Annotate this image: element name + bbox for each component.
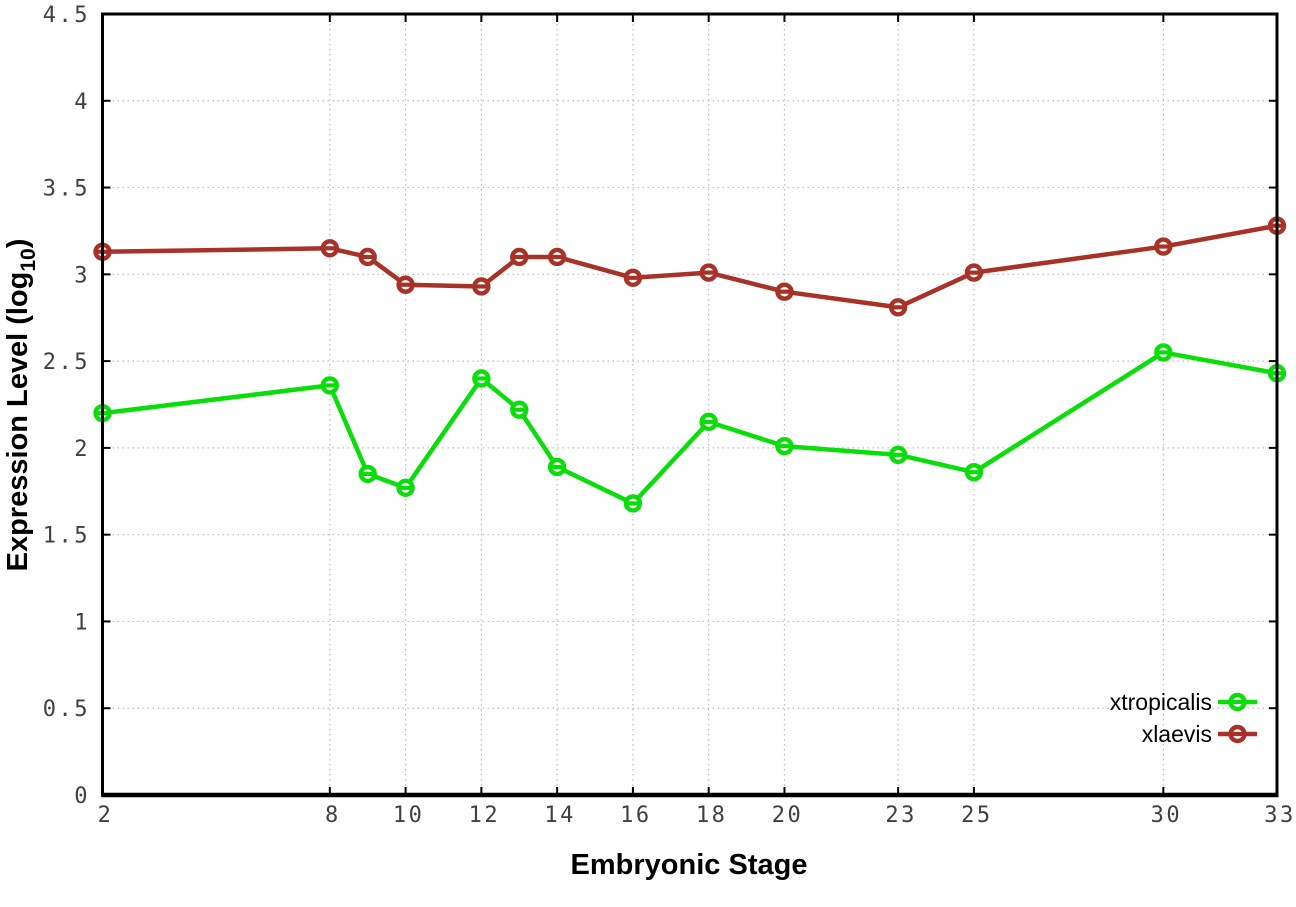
legend-markers <box>1218 692 1257 744</box>
x-tick-label-18: 18 <box>696 803 728 828</box>
x-tick-label-10: 10 <box>393 803 425 828</box>
tick-label-layer: 2 8 10 12 14 16 18 20 23 25 30 33 0 0.5 1 1.5 2 2.5 3 3.5 4 4… <box>43 3 1296 828</box>
y-tick-label-2: 2 <box>74 437 90 462</box>
plot-border-layer <box>101 12 1279 798</box>
x-tick-label-33: 33 <box>1264 803 1296 828</box>
y-tick-label-3.5: 3.5 <box>43 177 90 202</box>
legend-label-xtropicalis: xtropicalis <box>1110 689 1212 715</box>
legend: xtropicalis xlaevis <box>1110 689 1257 747</box>
y-tick-label-3: 3 <box>74 263 90 288</box>
x-tick-label-14: 14 <box>544 803 576 828</box>
x-axis-title: Embryonic Stage <box>571 849 808 881</box>
x-tick-label-25: 25 <box>961 803 993 828</box>
y-tick-label-1.5: 1.5 <box>43 524 90 549</box>
y-tick-label-4.5: 4.5 <box>43 3 90 28</box>
x-tick-label-23: 23 <box>885 803 917 828</box>
y-axis-title: Expression Level (log10) <box>2 239 40 572</box>
y-tick-label-1: 1 <box>74 610 90 635</box>
x-tick-label-2: 2 <box>98 803 114 828</box>
x-tick-label-20: 20 <box>772 803 804 828</box>
x-tick-label-30: 30 <box>1151 803 1183 828</box>
plot-border <box>101 12 1279 797</box>
x-tick-label-12: 12 <box>469 803 501 828</box>
y-tick-label-2.5: 2.5 <box>43 350 90 375</box>
series-line-xlaevis <box>102 223 1278 310</box>
x-tick-label-8: 8 <box>325 803 341 828</box>
series-layer <box>93 216 1287 513</box>
x-tick-label-16: 16 <box>620 803 652 828</box>
series-line-xtropicalis <box>102 350 1278 506</box>
y-tick-label-0.5: 0.5 <box>43 697 90 722</box>
series-xtropicalis <box>93 343 1287 513</box>
axis-tick-layer <box>101 13 1278 796</box>
y-tick-label-4: 4 <box>74 90 90 115</box>
grid-layer <box>101 13 1278 795</box>
legend-label-xlaevis: xlaevis <box>1142 721 1212 747</box>
y-tick-label-0: 0 <box>74 784 90 809</box>
series-xlaevis <box>93 216 1287 317</box>
